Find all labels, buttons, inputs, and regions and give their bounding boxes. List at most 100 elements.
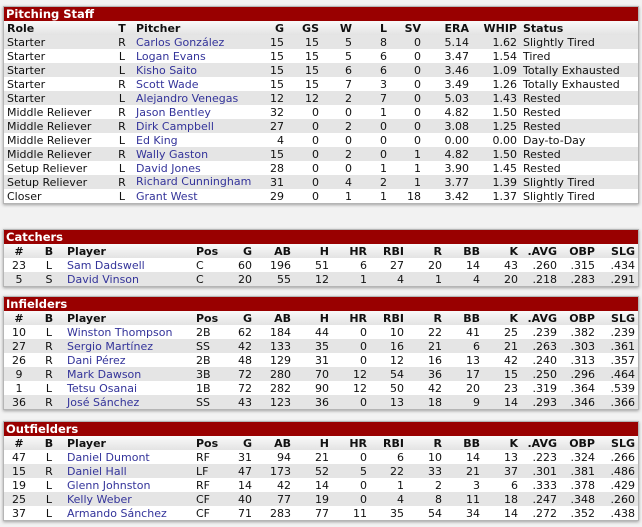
player-link[interactable]: José Sánchez <box>64 395 193 409</box>
player-link[interactable]: Mark Dawson <box>64 367 193 381</box>
column-header[interactable]: OBP <box>560 436 598 450</box>
table-cell: 6 <box>511 478 518 492</box>
player-link[interactable]: Kelly Weber <box>64 492 193 506</box>
column-header[interactable]: G <box>256 21 287 35</box>
column-header[interactable]: H <box>294 244 332 258</box>
table-cell: 1.54 <box>492 49 518 63</box>
column-header[interactable]: K <box>483 311 521 325</box>
column-header[interactable]: BB <box>445 436 483 450</box>
column-header[interactable]: .AVG <box>521 436 560 450</box>
column-header[interactable]: RBI <box>370 311 407 325</box>
column-header[interactable]: SLG <box>598 436 638 450</box>
column-header[interactable]: G <box>226 436 255 450</box>
column-header[interactable]: HR <box>332 311 370 325</box>
player-link[interactable]: Dirk Campbell <box>133 119 256 133</box>
column-header[interactable]: H <box>294 436 332 450</box>
column-header[interactable]: # <box>4 244 34 258</box>
player-link[interactable]: Daniel Dumont <box>67 450 150 464</box>
column-header[interactable]: Pos <box>193 311 226 325</box>
table-cell: 60 <box>238 258 252 272</box>
table-cell: .247 <box>521 492 560 506</box>
column-header[interactable]: SV <box>390 21 424 35</box>
player-link[interactable]: Ed King <box>136 133 178 147</box>
column-header[interactable]: Player <box>64 311 193 325</box>
column-header[interactable]: AB <box>255 244 294 258</box>
table-cell: 280 <box>255 367 294 381</box>
player-link[interactable]: Sam Dadswell <box>67 258 145 272</box>
table-cell: 0 <box>312 161 319 175</box>
column-header[interactable]: BB <box>445 244 483 258</box>
column-header[interactable]: Player <box>64 436 193 450</box>
column-header[interactable]: # <box>4 436 34 450</box>
table-cell: 282 <box>270 381 291 395</box>
player-link[interactable]: David Vinson <box>64 272 193 286</box>
player-link[interactable]: Jason Bentley <box>136 105 211 119</box>
player-link[interactable]: David Jones <box>136 161 201 175</box>
column-header[interactable]: SLG <box>598 244 638 258</box>
player-link[interactable]: Daniel Hall <box>64 464 193 478</box>
player-link[interactable]: Armando Sánchez <box>67 506 167 520</box>
pitching-table: Role T Pitcher G GS W L SV ERA WHIP Status Starter R… <box>4 21 638 203</box>
table-cell: 1.39 <box>472 175 520 189</box>
column-header[interactable]: RBI <box>370 436 407 450</box>
table-cell: 0 <box>414 49 421 63</box>
infielders-table: # B Player Pos G AB H HR RBI R BB K .AVG OBP SLG 10 L Win… <box>4 311 638 409</box>
column-header[interactable]: K <box>483 244 521 258</box>
column-header[interactable]: B <box>34 436 64 450</box>
column-header[interactable]: Status <box>520 21 638 35</box>
player-link[interactable]: Richard Cunningham <box>133 175 256 189</box>
column-header[interactable]: BB <box>445 311 483 325</box>
column-header[interactable]: R <box>407 436 445 450</box>
column-header[interactable]: AB <box>255 436 294 450</box>
column-header[interactable]: .AVG <box>521 244 560 258</box>
table-cell: 1 <box>332 272 370 286</box>
player-link[interactable]: Winston Thompson <box>67 325 173 339</box>
column-header[interactable]: OBP <box>560 311 598 325</box>
player-link[interactable]: Carlos González <box>133 35 256 49</box>
column-header[interactable]: OBP <box>560 244 598 258</box>
column-header[interactable]: Pitcher <box>133 21 256 35</box>
table-cell: 18 <box>483 492 521 506</box>
player-link[interactable]: Kisho Saito <box>133 63 256 77</box>
table-cell: .293 <box>521 395 560 409</box>
column-header[interactable]: T <box>111 21 133 35</box>
player-link[interactable]: Alejandro Venegas <box>133 91 256 105</box>
column-header[interactable]: B <box>34 244 64 258</box>
table-cell: 0 <box>312 133 319 147</box>
player-link[interactable]: Dani Pérez <box>67 353 126 367</box>
column-header[interactable]: # <box>4 311 34 325</box>
player-link[interactable]: Glenn Johnston <box>67 478 151 492</box>
column-header[interactable]: W <box>322 21 355 35</box>
player-link[interactable]: Logan Evans <box>136 49 206 63</box>
column-header[interactable]: G <box>226 244 255 258</box>
table-cell: 27 <box>256 119 287 133</box>
column-header[interactable]: H <box>294 311 332 325</box>
column-header[interactable]: B <box>34 311 64 325</box>
table-cell: 6 <box>380 49 387 63</box>
column-header[interactable]: GS <box>287 21 322 35</box>
column-header[interactable]: ERA <box>424 21 472 35</box>
column-header[interactable]: G <box>226 311 255 325</box>
column-header[interactable]: HR <box>332 436 370 450</box>
player-link[interactable]: Scott Wade <box>136 77 199 91</box>
table-cell: R <box>111 175 133 189</box>
column-header[interactable]: Pos <box>193 244 226 258</box>
column-header[interactable]: K <box>483 436 521 450</box>
column-header[interactable]: Player <box>64 244 193 258</box>
column-header[interactable]: RBI <box>370 244 407 258</box>
column-header[interactable]: HR <box>332 244 370 258</box>
table-cell: 26 <box>12 353 26 367</box>
column-header[interactable]: Pos <box>193 436 226 450</box>
player-link[interactable]: Tetsu Osanai <box>67 381 138 395</box>
column-header[interactable]: L <box>355 21 390 35</box>
column-header[interactable]: R <box>407 311 445 325</box>
column-header[interactable]: Role <box>4 21 111 35</box>
column-header[interactable]: R <box>407 244 445 258</box>
column-header[interactable]: SLG <box>598 311 638 325</box>
column-header[interactable]: WHIP <box>472 21 520 35</box>
player-link[interactable]: Wally Gaston <box>133 147 256 161</box>
player-link[interactable]: Sergio Martínez <box>64 339 193 353</box>
column-header[interactable]: AB <box>255 311 294 325</box>
column-header[interactable]: .AVG <box>521 311 560 325</box>
player-link[interactable]: Grant West <box>136 189 198 203</box>
